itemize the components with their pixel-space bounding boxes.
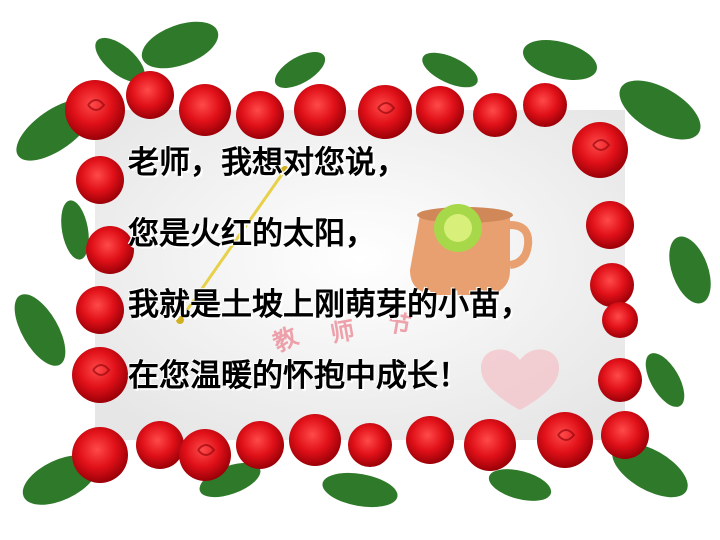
- leaves: [14, 21, 711, 508]
- roses: [65, 71, 649, 483]
- bg-char-3: 节: [385, 308, 413, 340]
- poem-line-2: 您是火红的太阳，: [128, 216, 376, 252]
- poem-line-4: 在您温暖的怀抱中成长！: [128, 358, 469, 394]
- bg-char-2: 师: [328, 316, 356, 348]
- poem-text: 老师，我想对您说， 您是火红的太阳， 我就是土坡上刚萌芽的小苗， 在您温暖的怀抱…: [128, 148, 688, 432]
- poem-line-1: 老师，我想对您说，: [128, 145, 407, 181]
- teapot-decoration: [410, 204, 533, 295]
- poem-line-3: 我就是土坡上刚萌芽的小苗，: [128, 287, 531, 323]
- heart-decoration: [480, 349, 560, 410]
- pencil-decoration: [178, 169, 287, 321]
